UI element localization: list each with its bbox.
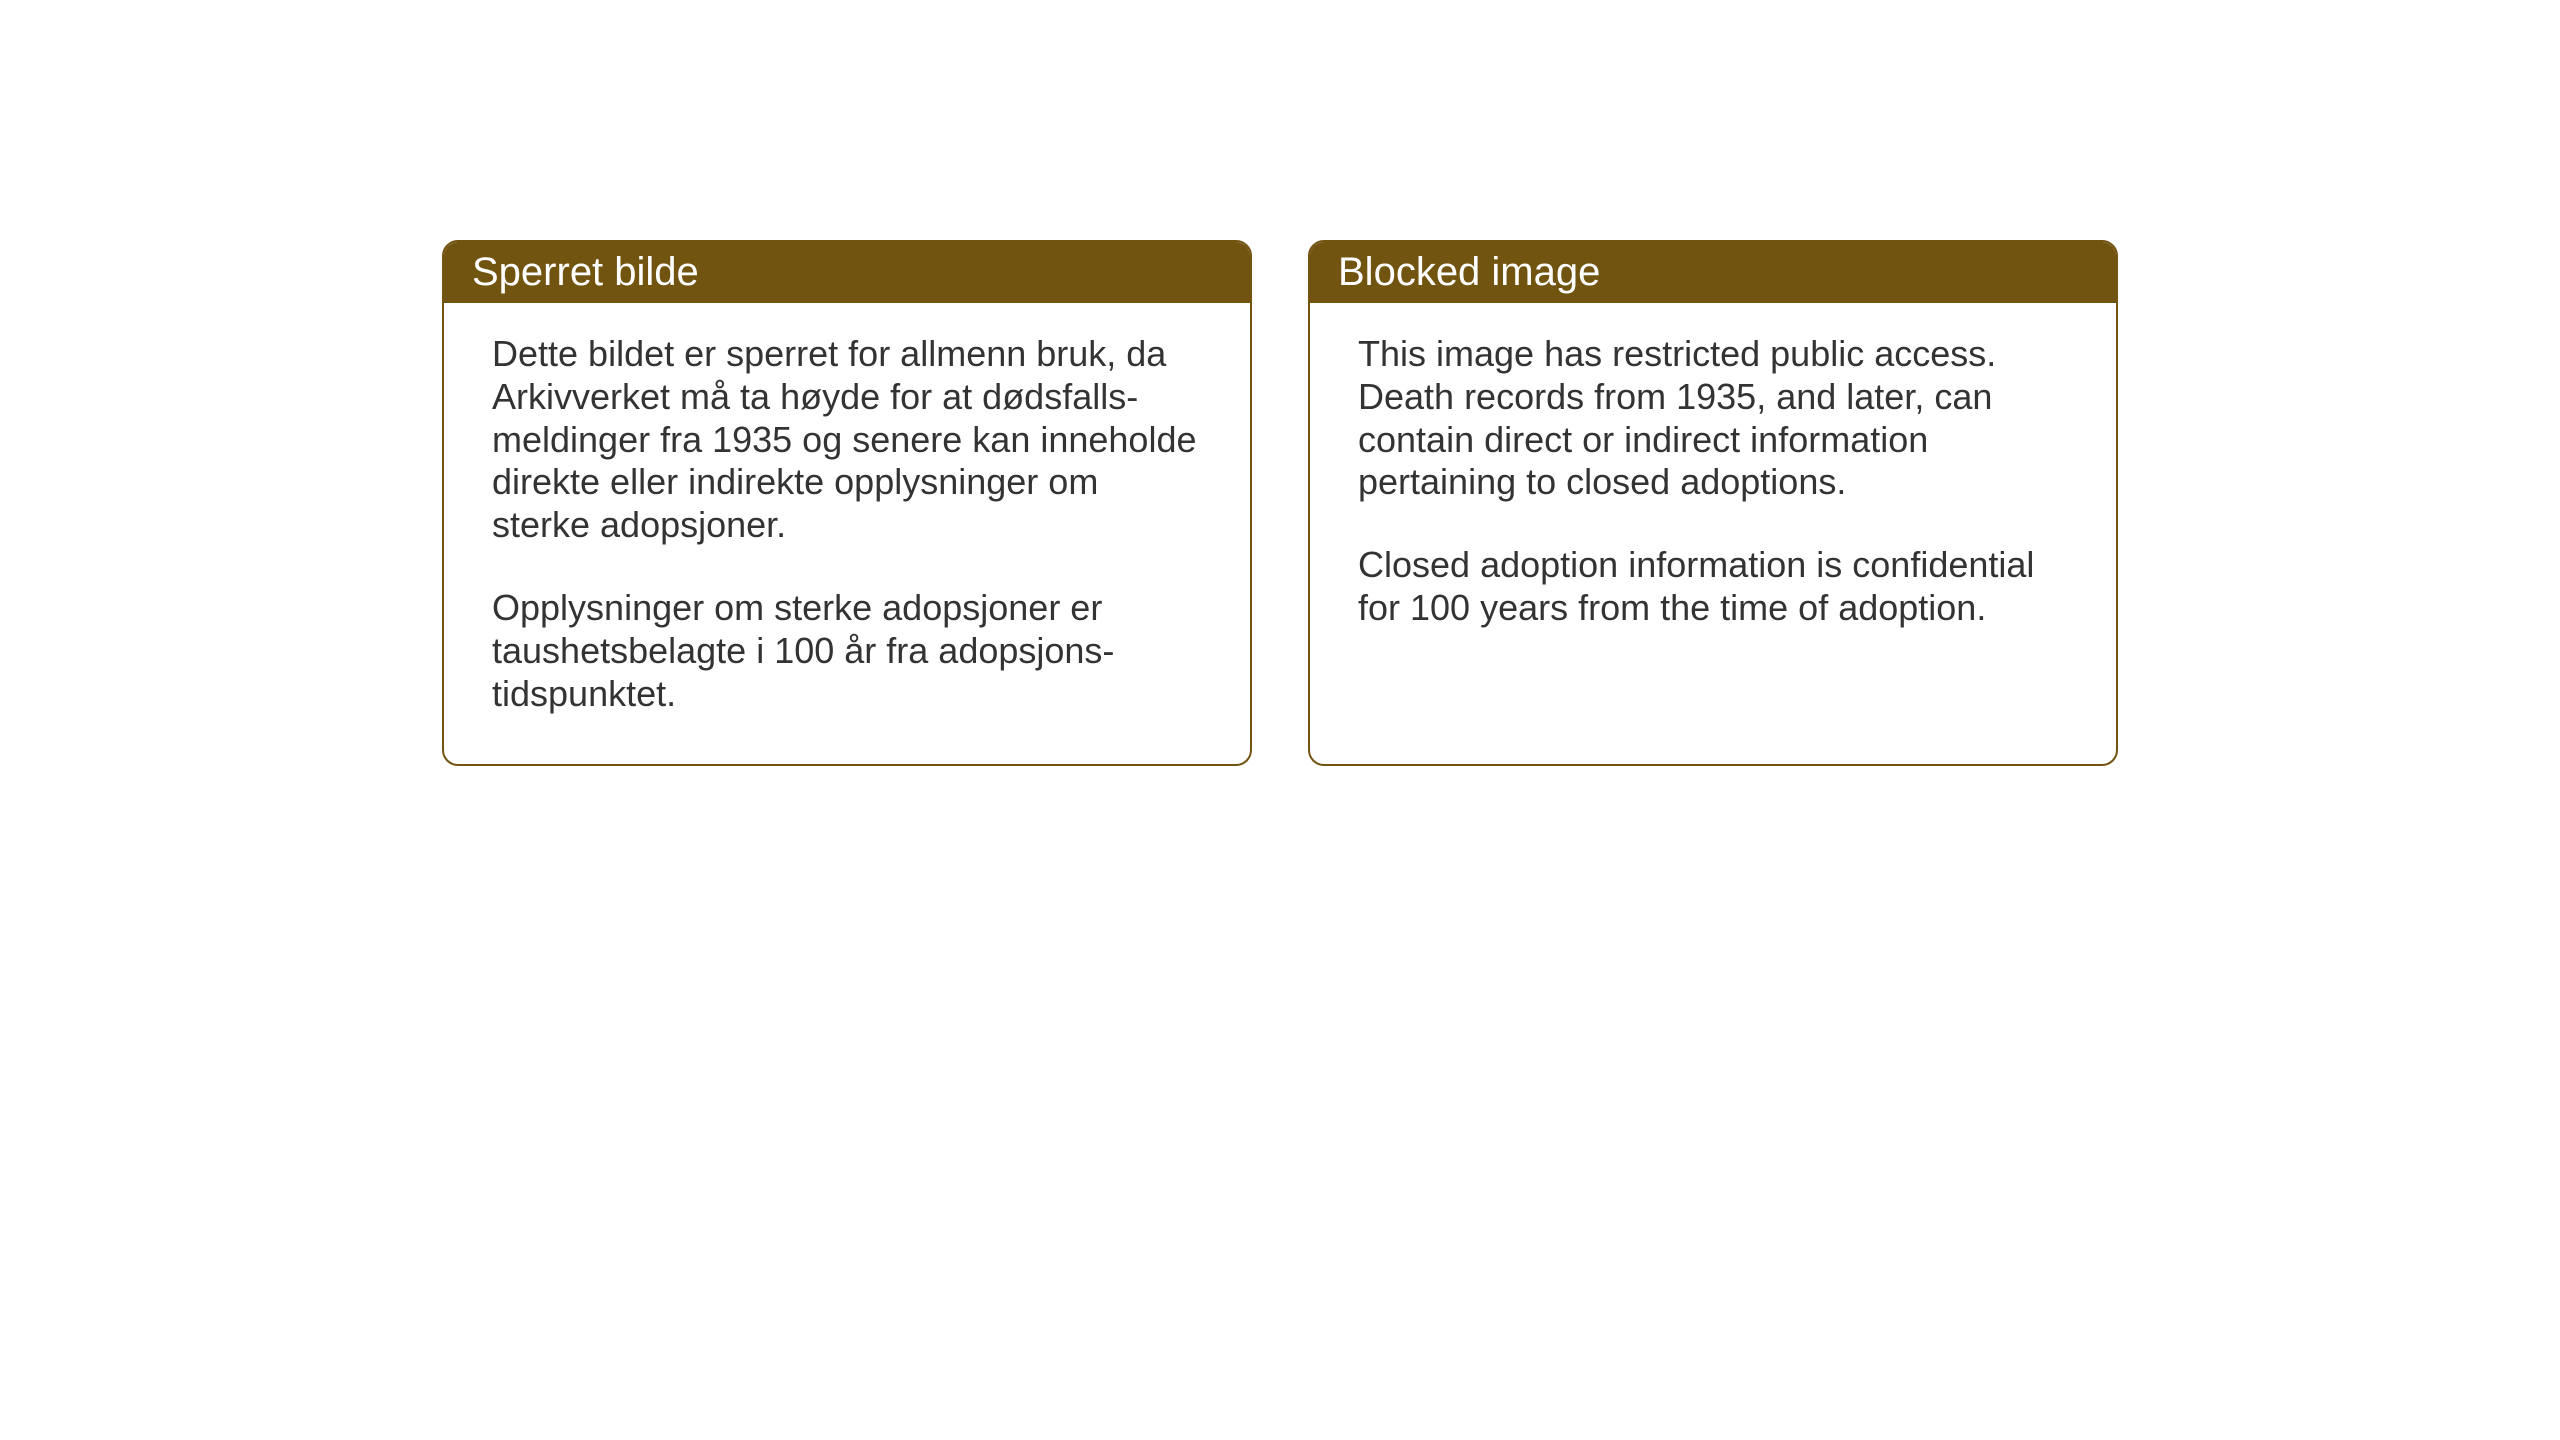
notice-paragraph-2-english: Closed adoption information is confident… — [1358, 544, 2068, 630]
notice-container: Sperret bilde Dette bildet er sperret fo… — [442, 240, 2118, 766]
notice-body-norwegian: Dette bildet er sperret for allmenn bruk… — [444, 303, 1250, 764]
notice-paragraph-1-norwegian: Dette bildet er sperret for allmenn bruk… — [492, 333, 1202, 547]
notice-title-english: Blocked image — [1310, 242, 2116, 303]
notice-paragraph-2-norwegian: Opplysninger om sterke adopsjoner er tau… — [492, 587, 1202, 715]
notice-card-norwegian: Sperret bilde Dette bildet er sperret fo… — [442, 240, 1252, 766]
notice-body-english: This image has restricted public access.… — [1310, 303, 2116, 745]
notice-title-norwegian: Sperret bilde — [444, 242, 1250, 303]
notice-paragraph-1-english: This image has restricted public access.… — [1358, 333, 2068, 504]
notice-card-english: Blocked image This image has restricted … — [1308, 240, 2118, 766]
